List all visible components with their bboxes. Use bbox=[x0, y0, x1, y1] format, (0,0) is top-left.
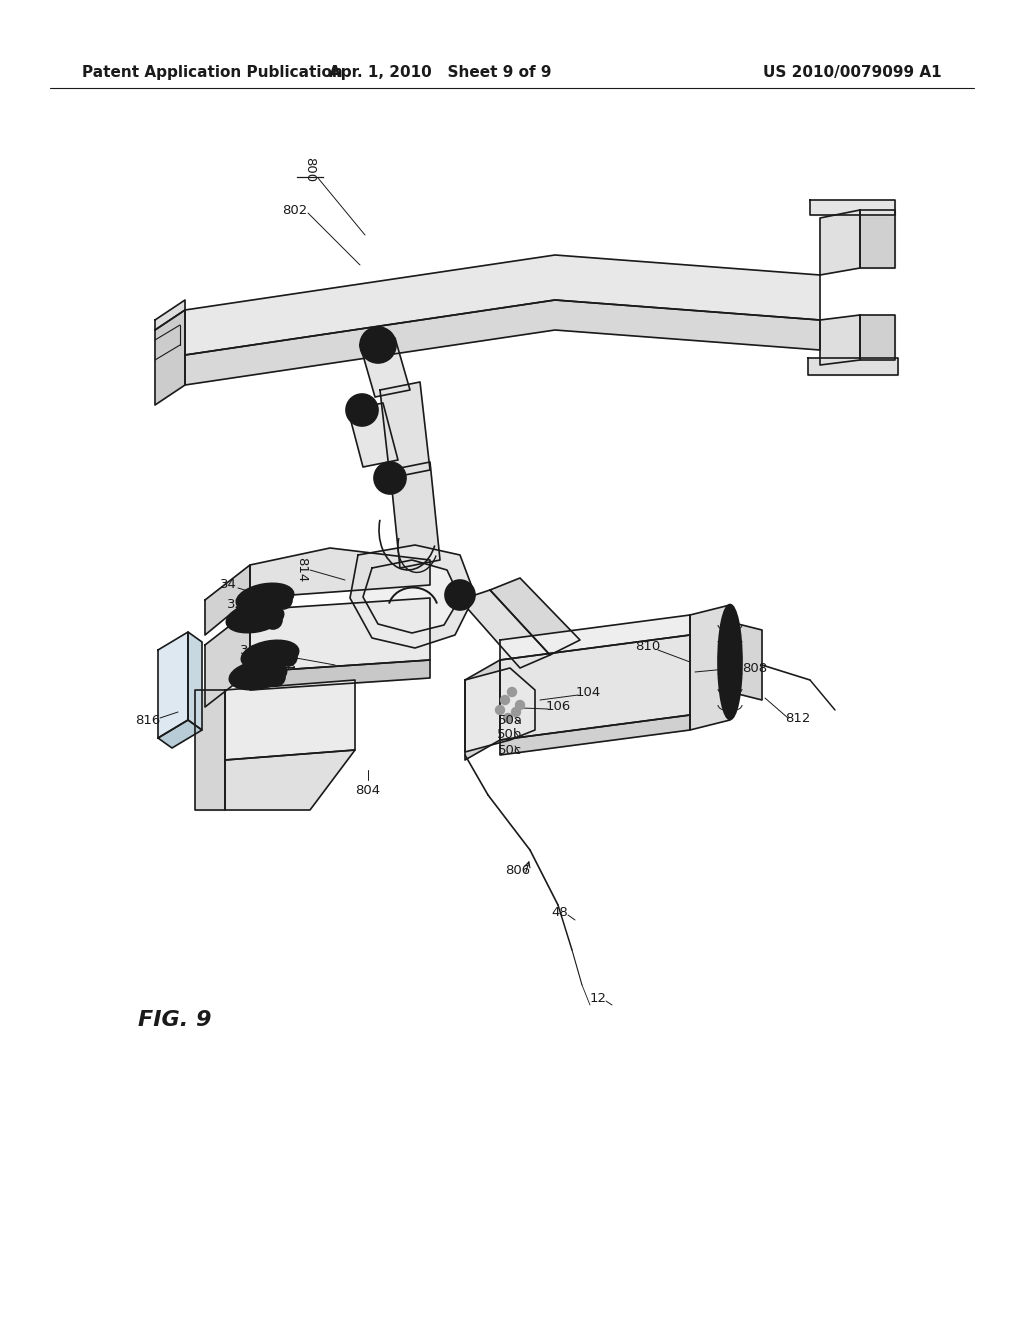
Text: 814: 814 bbox=[282, 645, 295, 671]
Text: 802: 802 bbox=[283, 203, 307, 216]
Circle shape bbox=[273, 675, 279, 680]
Circle shape bbox=[356, 404, 368, 416]
Polygon shape bbox=[250, 660, 430, 690]
Text: 816: 816 bbox=[135, 714, 161, 726]
Polygon shape bbox=[360, 338, 410, 397]
Polygon shape bbox=[460, 590, 550, 668]
Text: 804: 804 bbox=[355, 784, 381, 796]
Polygon shape bbox=[380, 381, 430, 478]
Polygon shape bbox=[250, 598, 430, 672]
Text: FIG. 9: FIG. 9 bbox=[138, 1010, 212, 1030]
Polygon shape bbox=[185, 300, 820, 385]
Circle shape bbox=[267, 668, 285, 686]
Ellipse shape bbox=[237, 583, 294, 612]
Polygon shape bbox=[155, 300, 185, 330]
Text: 48: 48 bbox=[552, 906, 568, 919]
Polygon shape bbox=[362, 560, 460, 634]
Polygon shape bbox=[500, 635, 690, 741]
Circle shape bbox=[496, 705, 505, 714]
Circle shape bbox=[512, 708, 520, 717]
Polygon shape bbox=[465, 660, 500, 760]
Text: 50b: 50b bbox=[498, 729, 522, 742]
Polygon shape bbox=[348, 403, 398, 467]
Polygon shape bbox=[195, 690, 225, 810]
Circle shape bbox=[274, 591, 292, 609]
Circle shape bbox=[504, 714, 512, 722]
Polygon shape bbox=[155, 325, 180, 360]
Circle shape bbox=[346, 393, 378, 426]
Ellipse shape bbox=[718, 605, 742, 719]
Polygon shape bbox=[465, 668, 535, 752]
Text: 32: 32 bbox=[247, 664, 263, 676]
Polygon shape bbox=[158, 632, 188, 738]
Circle shape bbox=[371, 338, 385, 352]
Polygon shape bbox=[185, 255, 820, 355]
Circle shape bbox=[515, 701, 524, 710]
Ellipse shape bbox=[242, 640, 299, 669]
Circle shape bbox=[374, 462, 406, 494]
Polygon shape bbox=[820, 315, 860, 366]
Text: 104: 104 bbox=[575, 685, 601, 698]
Text: 810: 810 bbox=[635, 640, 660, 653]
Text: 34: 34 bbox=[219, 578, 237, 591]
Text: Patent Application Publication: Patent Application Publication bbox=[82, 65, 343, 79]
Ellipse shape bbox=[229, 660, 287, 689]
Polygon shape bbox=[158, 719, 202, 748]
Polygon shape bbox=[225, 750, 355, 810]
Text: US 2010/0079099 A1: US 2010/0079099 A1 bbox=[763, 65, 942, 79]
Text: 50c: 50c bbox=[498, 743, 522, 756]
Circle shape bbox=[508, 688, 516, 697]
Polygon shape bbox=[730, 622, 762, 700]
Circle shape bbox=[384, 473, 396, 484]
Circle shape bbox=[501, 696, 510, 705]
Text: 34: 34 bbox=[240, 644, 256, 656]
Polygon shape bbox=[205, 565, 250, 635]
Polygon shape bbox=[820, 210, 860, 275]
Text: 808: 808 bbox=[742, 661, 768, 675]
Polygon shape bbox=[500, 715, 690, 755]
Polygon shape bbox=[490, 578, 580, 655]
Circle shape bbox=[360, 327, 396, 363]
Circle shape bbox=[270, 616, 276, 623]
Polygon shape bbox=[205, 610, 250, 708]
Text: 12: 12 bbox=[590, 991, 606, 1005]
Circle shape bbox=[280, 597, 286, 603]
Polygon shape bbox=[225, 680, 355, 760]
Text: 812: 812 bbox=[785, 711, 811, 725]
Text: 814: 814 bbox=[296, 557, 308, 582]
Polygon shape bbox=[860, 315, 895, 360]
Circle shape bbox=[279, 648, 297, 667]
Polygon shape bbox=[810, 201, 895, 215]
Polygon shape bbox=[250, 548, 430, 598]
Text: 806: 806 bbox=[506, 863, 530, 876]
Text: 50a: 50a bbox=[498, 714, 522, 726]
Circle shape bbox=[285, 653, 291, 660]
Polygon shape bbox=[350, 545, 475, 648]
Polygon shape bbox=[188, 632, 202, 730]
Circle shape bbox=[264, 611, 282, 630]
Circle shape bbox=[445, 579, 475, 610]
Polygon shape bbox=[155, 310, 185, 405]
Text: Apr. 1, 2010   Sheet 9 of 9: Apr. 1, 2010 Sheet 9 of 9 bbox=[329, 65, 551, 79]
Polygon shape bbox=[808, 358, 898, 375]
Circle shape bbox=[455, 590, 465, 601]
Ellipse shape bbox=[226, 603, 284, 632]
Text: 800: 800 bbox=[303, 157, 316, 182]
Polygon shape bbox=[500, 615, 690, 660]
Polygon shape bbox=[690, 605, 730, 730]
Polygon shape bbox=[860, 210, 895, 268]
Polygon shape bbox=[390, 462, 440, 568]
Text: 32: 32 bbox=[226, 598, 244, 611]
Text: 106: 106 bbox=[546, 700, 570, 713]
